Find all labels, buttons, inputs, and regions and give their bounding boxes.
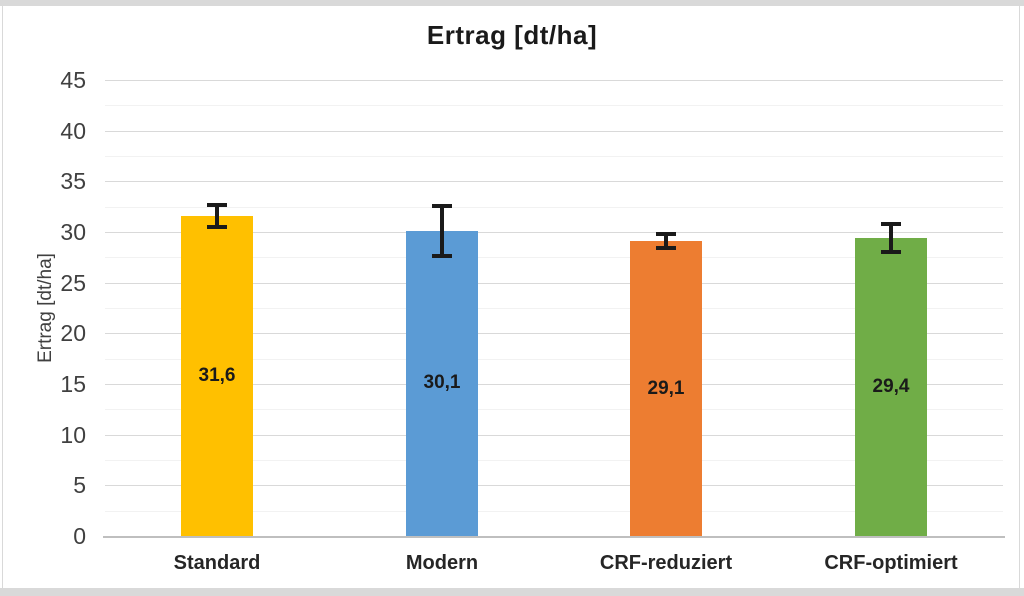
- error-bar-line: [664, 234, 668, 248]
- x-axis-label-standard: Standard: [173, 552, 261, 574]
- major-gridline: [105, 232, 1003, 233]
- y-tick-label: 45: [60, 67, 86, 93]
- error-bar-line: [215, 205, 219, 227]
- minor-gridline: [105, 105, 1003, 106]
- x-axis-line: [103, 536, 1005, 538]
- minor-gridline: [105, 308, 1003, 309]
- error-bar-cap-bottom: [881, 250, 901, 254]
- bar-crf-reduziert: [630, 241, 702, 536]
- major-gridline: [105, 283, 1003, 284]
- error-bar-line: [889, 224, 893, 252]
- error-bar-cap-bottom: [207, 225, 227, 229]
- bar-value-label: 29,1: [647, 378, 685, 399]
- minor-gridline: [105, 511, 1003, 512]
- minor-gridline: [105, 460, 1003, 461]
- major-gridline: [105, 435, 1003, 436]
- major-gridline: [105, 80, 1003, 81]
- major-gridline: [105, 181, 1003, 182]
- x-axis-label-crf-optimiert: CRF-optimiert: [824, 552, 958, 574]
- error-bar-cap-top: [432, 204, 452, 208]
- y-tick-label: 40: [60, 118, 86, 144]
- chart-title: Ertrag [dt/ha]: [426, 20, 598, 50]
- y-tick-label: 35: [60, 168, 86, 194]
- error-bar-cap-top: [656, 232, 676, 236]
- bar-value-label: 29,4: [872, 376, 910, 397]
- y-tick-label: 0: [73, 523, 86, 549]
- major-gridline: [105, 131, 1003, 132]
- y-tick-label: 10: [60, 422, 86, 448]
- minor-gridline: [105, 257, 1003, 258]
- y-tick-label: 15: [60, 371, 86, 397]
- y-tick-label: 30: [60, 219, 86, 245]
- error-bar-cap-bottom: [656, 246, 676, 250]
- minor-gridline: [105, 359, 1003, 360]
- chart-right-border: [1019, 6, 1020, 588]
- bar-crf-optimiert: [855, 238, 927, 536]
- minor-gridline: [105, 156, 1003, 157]
- error-bar-cap-top: [881, 222, 901, 226]
- major-gridline: [105, 333, 1003, 334]
- x-axis-label-crf-reduziert: CRF-reduziert: [599, 552, 733, 574]
- minor-gridline: [105, 207, 1003, 208]
- minor-gridline: [105, 409, 1003, 410]
- bar-standard: [181, 216, 253, 536]
- chart-left-border: [2, 6, 3, 588]
- error-bar-cap-top: [207, 203, 227, 207]
- bar-value-label: 30,1: [423, 372, 461, 393]
- major-gridline: [105, 384, 1003, 385]
- y-tick-label: 20: [60, 320, 86, 346]
- y-tick-label: 5: [73, 472, 86, 498]
- major-gridline: [105, 485, 1003, 486]
- page-bottom-strip: [0, 588, 1024, 596]
- x-axis-label-modern: Modern: [405, 552, 479, 574]
- bar-value-label: 31,6: [198, 365, 236, 386]
- page-top-strip: [0, 0, 1024, 6]
- error-bar-cap-bottom: [432, 254, 452, 258]
- error-bar-line: [440, 206, 444, 257]
- y-tick-label: 25: [60, 270, 86, 296]
- bar-modern: [406, 231, 478, 536]
